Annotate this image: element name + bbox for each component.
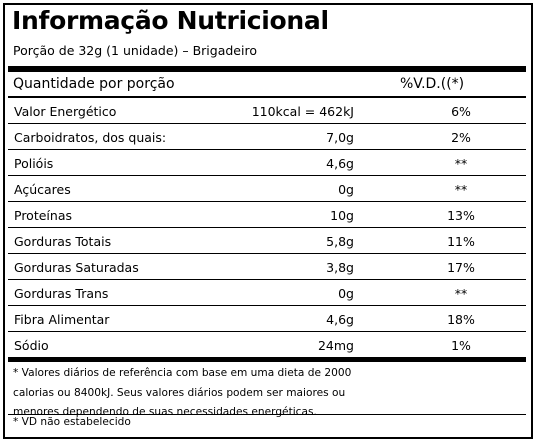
nutrition-facts-label xyxy=(3,3,533,439)
table-row: Sódio 24mg 1% xyxy=(8,332,526,358)
nutrient-dv: ** xyxy=(454,286,468,301)
nutrient-dv: 13% xyxy=(447,208,475,223)
nutrient-amount: 110kcal = 462kJ xyxy=(251,104,354,119)
table-row: Fibra Alimentar 4,6g 18% xyxy=(8,306,526,332)
footnote-line: menores dependendo de suas necessidades … xyxy=(13,406,317,418)
footnote-vd: * VD não estabelecido xyxy=(13,416,131,428)
table-row: Polióis 4,6g ** xyxy=(8,150,526,176)
nutrient-dv: 1% xyxy=(451,338,471,353)
nutrient-name: Açúcares xyxy=(14,182,71,197)
nutrient-dv: ** xyxy=(454,182,468,197)
nutrient-name: Proteínas xyxy=(14,208,72,223)
footnote-divider xyxy=(8,414,526,415)
nutrient-name: Valor Energético xyxy=(14,104,117,119)
nutrient-name: Gorduras Trans xyxy=(14,286,109,301)
nutrient-name: Fibra Alimentar xyxy=(14,312,110,327)
nutrient-amount: 0g xyxy=(338,182,354,197)
nutrient-rows: Valor Energético 110kcal = 462kJ 6% Carboid… xyxy=(8,98,526,358)
table-row: Gorduras Trans 0g ** xyxy=(8,280,526,306)
nutrient-dv: 2% xyxy=(451,130,471,145)
nutrient-amount: 24mg xyxy=(317,338,354,353)
table-row: Gorduras Saturadas 3,8g 17% xyxy=(8,254,526,280)
nutrient-amount: 4,6g xyxy=(326,312,354,327)
quantity-header: Quantidade por porção xyxy=(13,76,175,92)
footnote-reference: * Valores diários de referência com base… xyxy=(13,364,513,423)
thick-divider-top xyxy=(8,66,526,72)
nutrient-dv: 17% xyxy=(447,260,475,275)
nutrient-amount: 10g xyxy=(330,208,354,223)
thick-divider-bottom xyxy=(8,357,526,362)
nutrient-dv: ** xyxy=(454,156,468,171)
dv-header: %V.D.((*) xyxy=(400,76,465,92)
table-row: Proteínas 10g 13% xyxy=(8,202,526,228)
table-row: Valor Energético 110kcal = 462kJ 6% xyxy=(8,98,526,124)
table-row: Carboidratos, dos quais: 7,0g 2% xyxy=(8,124,526,150)
header-divider xyxy=(8,96,526,98)
nutrient-amount: 7,0g xyxy=(326,130,354,145)
nutrient-amount: 3,8g xyxy=(326,260,354,275)
nutrient-amount: 0g xyxy=(338,286,354,301)
nutrient-name: Polióis xyxy=(14,156,54,171)
label-title: Informação Nutricional xyxy=(12,6,329,35)
footnote-line: * Valores diários de referência com base… xyxy=(13,367,352,379)
table-header: Quantidade por porção %V.D.((*) xyxy=(8,73,526,97)
nutrient-dv: 11% xyxy=(447,234,475,249)
nutrient-name: Gorduras Totais xyxy=(14,234,112,249)
nutrient-amount: 4,6g xyxy=(326,156,354,171)
portion-size: Porção de 32g (1 unidade) – Brigadeiro xyxy=(13,43,257,58)
nutrient-dv: 6% xyxy=(451,104,471,119)
nutrient-amount: 5,8g xyxy=(326,234,354,249)
nutrient-dv: 18% xyxy=(447,312,475,327)
table-row: Gorduras Totais 5,8g 11% xyxy=(8,228,526,254)
nutrient-name: Sódio xyxy=(14,338,49,353)
nutrient-name: Carboidratos, dos quais: xyxy=(14,130,167,145)
footnote-line: calorias ou 8400kJ. Seus valores diários… xyxy=(13,386,346,399)
table-row: Açúcares 0g ** xyxy=(8,176,526,202)
nutrient-name: Gorduras Saturadas xyxy=(14,260,139,275)
